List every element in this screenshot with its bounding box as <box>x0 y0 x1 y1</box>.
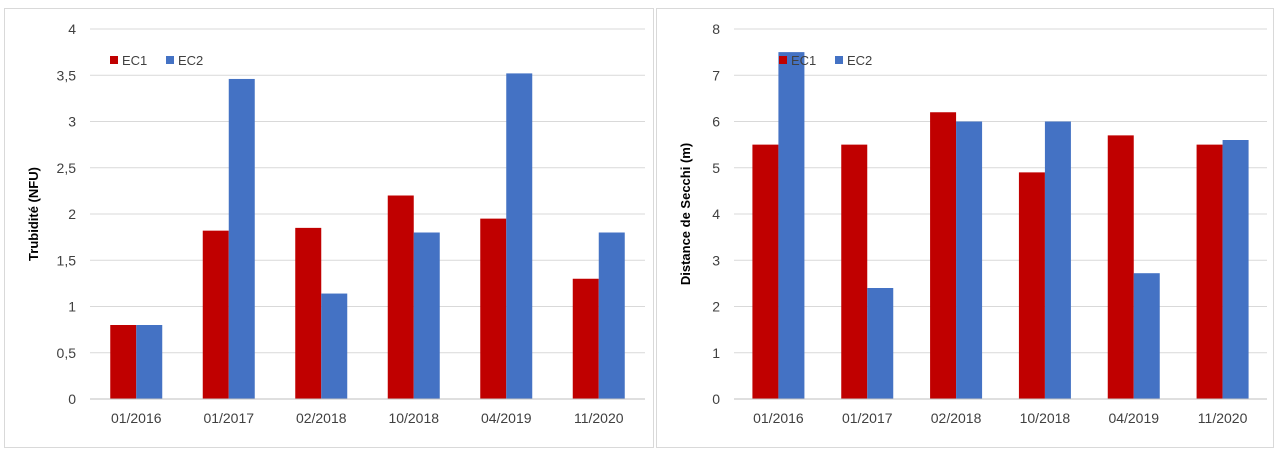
secchi-chart: 0 1 2 3 4 5 6 7 8 01/2016 01/2017 02/2018 10/2018 04/… <box>678 21 1267 426</box>
bar-ec1-5 <box>572 278 599 399</box>
bar-ec1-0 <box>752 144 779 399</box>
bar-ec1-3 <box>1018 172 1045 399</box>
bar-ec2-5 <box>598 232 625 399</box>
legend-swatch-ec2 <box>166 56 174 64</box>
y-tick-label: 7 <box>712 67 720 83</box>
x-tick-label: 01/2016 <box>111 410 162 426</box>
bar-ec1-1 <box>841 144 868 399</box>
bar-ec2-0 <box>136 325 163 399</box>
secchi-chart-panel: 0 1 2 3 4 5 6 7 8 01/2016 01/2017 02/2018 10/2018 04/… <box>656 8 1274 448</box>
y-axis-label: Distance de Secchi (m) <box>678 143 693 285</box>
y-tick-label: 4 <box>68 21 76 37</box>
bar-ec2-3 <box>1044 121 1071 399</box>
y-tick-label: 4 <box>712 206 720 222</box>
bar-ec2-1 <box>867 288 894 399</box>
bar-ec2-4 <box>506 73 533 400</box>
y-tick-label: 6 <box>712 114 720 130</box>
x-tick-label: 01/2016 <box>753 410 804 426</box>
x-tick-label: 01/2017 <box>842 410 893 426</box>
bar-ec1-3 <box>387 195 414 399</box>
y-tick-label: 3,5 <box>57 67 77 83</box>
x-tick-label: 11/2020 <box>574 410 624 426</box>
x-tick-label: 11/2020 <box>1198 410 1248 426</box>
y-tick-label: 1,5 <box>57 252 77 268</box>
legend-swatch-ec1 <box>779 56 787 64</box>
y-tick-label: 0 <box>712 391 720 407</box>
bar-ec2-3 <box>413 232 440 399</box>
bar-ec2-4 <box>1133 273 1160 399</box>
legend-label-ec2: EC2 <box>847 53 872 68</box>
x-tick-label: 10/2018 <box>388 410 439 426</box>
x-tick-label: 02/2018 <box>931 410 982 426</box>
bar-ec2-1 <box>228 78 255 399</box>
bar-ec2-5 <box>1222 140 1249 399</box>
x-tick-label: 04/2019 <box>1108 410 1159 426</box>
legend-label-ec1: EC1 <box>791 53 816 68</box>
y-tick-label: 1 <box>68 299 76 315</box>
y-tick-label: 2 <box>68 206 76 222</box>
y-tick-label: 5 <box>712 160 720 176</box>
legend-swatch-ec1 <box>110 56 118 64</box>
bar-ec1-0 <box>110 325 137 399</box>
y-tick-label: 8 <box>712 21 720 37</box>
bar-ec1-2 <box>295 227 322 399</box>
y-tick-label: 2 <box>712 299 720 315</box>
bar-ec1-1 <box>202 230 229 399</box>
turbidity-chart: 0 0,5 1 1,5 2 2,5 3 3,5 4 01/2016 01/2017 02/2018 10… <box>26 21 645 426</box>
x-tick-label: 02/2018 <box>296 410 347 426</box>
y-axis-label: Trubidité (NFU) <box>26 167 41 261</box>
bar-ec2-2 <box>321 293 348 399</box>
x-tick-label: 01/2017 <box>203 410 254 426</box>
x-tick-label: 04/2019 <box>481 410 532 426</box>
legend-label-ec1: EC1 <box>122 53 147 68</box>
bar-ec1-5 <box>1196 144 1223 399</box>
bar-ec1-4 <box>1107 135 1134 399</box>
y-tick-label: 3 <box>68 114 76 130</box>
bar-ec1-4 <box>480 218 507 399</box>
bar-ec1-2 <box>930 112 957 399</box>
bar-ec2-2 <box>956 121 983 399</box>
y-tick-label: 0,5 <box>57 345 77 361</box>
legend-swatch-ec2 <box>835 56 843 64</box>
x-tick-label: 10/2018 <box>1020 410 1071 426</box>
y-tick-label: 3 <box>712 252 720 268</box>
y-tick-label: 0 <box>68 391 76 407</box>
legend-label-ec2: EC2 <box>178 53 203 68</box>
y-tick-label: 1 <box>712 345 720 361</box>
bar-ec2-0 <box>778 52 805 399</box>
y-tick-label: 2,5 <box>57 160 77 176</box>
turbidity-chart-panel: 0 0,5 1 1,5 2 2,5 3 3,5 4 01/2016 01/2017 02/2018 10… <box>4 8 654 448</box>
